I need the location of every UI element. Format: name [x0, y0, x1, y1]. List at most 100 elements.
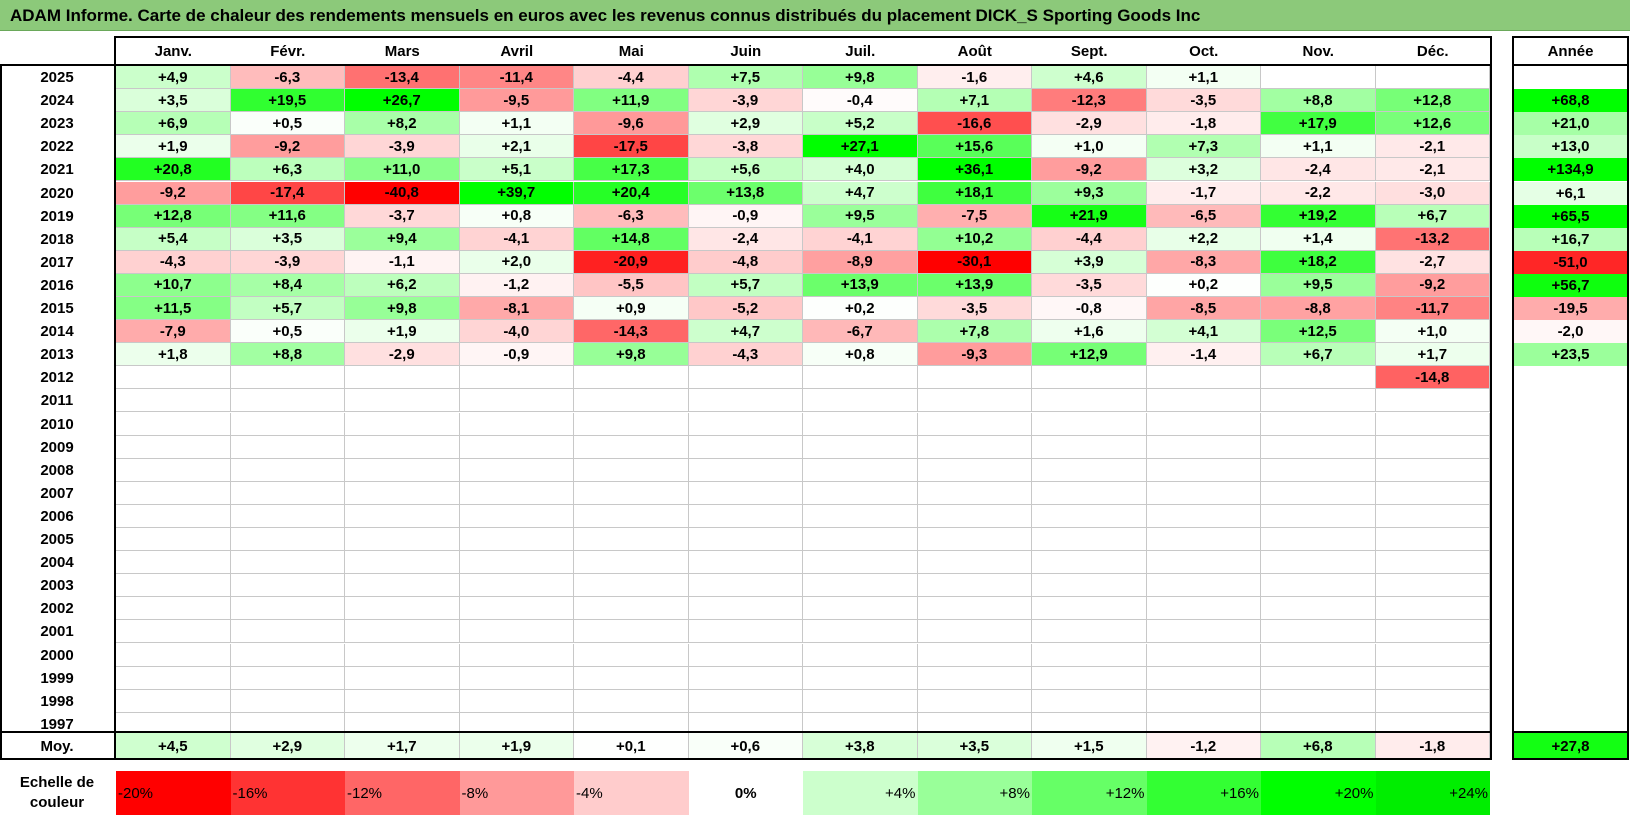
- heatmap-cell: -14,8: [1375, 366, 1490, 390]
- heatmap-cell: [345, 597, 460, 621]
- heatmap-cell: +6,9: [116, 112, 231, 136]
- heatmap-cell: +0,9: [574, 297, 689, 321]
- heatmap-cell: -3,0: [1375, 181, 1490, 205]
- heatmap-cell: [1261, 389, 1376, 413]
- heatmap-cell: [688, 689, 803, 713]
- heatmap-cell: [917, 389, 1032, 413]
- year-label: 2001: [40, 623, 74, 641]
- average-cell: +6,8: [1261, 733, 1376, 760]
- heatmap-cell: [688, 435, 803, 459]
- heatmap-cell: [1375, 574, 1490, 598]
- month-header-12: Déc.: [1375, 36, 1490, 66]
- heatmap-cell: -3,9: [345, 135, 460, 159]
- heatmap-cell: -6,3: [574, 204, 689, 228]
- heatmap-cell: [230, 366, 345, 390]
- heatmap-cell: +2,2: [1146, 227, 1261, 251]
- heatmap-cell: [1261, 458, 1376, 482]
- year-label: 1997: [40, 715, 74, 733]
- heatmap-cell: -2,9: [345, 343, 460, 367]
- heatmap-cell: +13,8: [688, 181, 803, 205]
- heatmap-cell: +4,0: [803, 158, 918, 182]
- heatmap-cell: [230, 689, 345, 713]
- heatmap-cell: [574, 481, 689, 505]
- heatmap-cell: -8,1: [459, 297, 574, 321]
- heatmap-cell: [345, 412, 460, 436]
- heatmap-cell: +13,9: [917, 273, 1032, 297]
- color-scale-step: +8%: [917, 771, 1032, 815]
- heatmap-cell: -1,4: [1146, 343, 1261, 367]
- heatmap-cell: [116, 366, 231, 390]
- heatmap-cell: +6,3: [230, 158, 345, 182]
- heatmap-cell: -20,9: [574, 250, 689, 274]
- color-scale-step: 0%: [688, 771, 803, 815]
- heatmap-cell: [1261, 689, 1376, 713]
- heatmap-cell: [459, 389, 574, 413]
- heatmap-cell: -2,1: [1375, 158, 1490, 182]
- average-cell: -1,8: [1375, 733, 1490, 760]
- heatmap-cell: +12,8: [1375, 89, 1490, 113]
- heatmap-cell: [230, 412, 345, 436]
- heatmap-cell: -30,1: [917, 250, 1032, 274]
- heatmap-cell: +19,5: [230, 89, 345, 113]
- heatmap-cell: +8,8: [230, 343, 345, 367]
- heatmap-cell: [116, 620, 231, 644]
- heatmap-cell: +20,4: [574, 181, 689, 205]
- heatmap-cell: [917, 666, 1032, 690]
- heatmap-cell: [1261, 597, 1376, 621]
- chart-title: ADAM Informe. Carte de chaleur des rende…: [0, 0, 1630, 31]
- heatmap-cell: [230, 458, 345, 482]
- annual-cell: [1514, 551, 1627, 575]
- annual-cell: [1514, 620, 1627, 644]
- heatmap-cell: +7,8: [917, 320, 1032, 344]
- heatmap-cell: [345, 389, 460, 413]
- year-label: 2022: [40, 138, 74, 156]
- heatmap-cell: [917, 551, 1032, 575]
- annual-average-divider: [1512, 731, 1629, 733]
- annual-cell: [1514, 389, 1627, 413]
- heatmap-cell: [917, 458, 1032, 482]
- heatmap-cell: +1,1: [1146, 66, 1261, 90]
- heatmap-cell: +3,9: [1032, 250, 1147, 274]
- annual-cell: -2,0: [1514, 320, 1627, 344]
- heatmap-cell: +6,7: [1261, 343, 1376, 367]
- heatmap-cell: [116, 666, 231, 690]
- heatmap-cell: [116, 551, 231, 575]
- heatmap-cell: [1146, 643, 1261, 667]
- year-label: 2021: [40, 161, 74, 179]
- annual-cell: +65,5: [1514, 204, 1627, 228]
- heatmap-cell: [688, 528, 803, 552]
- heatmap-cell: -6,7: [803, 320, 918, 344]
- annual-cell: [1514, 643, 1627, 667]
- heatmap-cell: +17,9: [1261, 112, 1376, 136]
- heatmap-cell: [917, 620, 1032, 644]
- heatmap-cell: [459, 528, 574, 552]
- heatmap-cell: [1032, 366, 1147, 390]
- heatmap-cell: [1032, 504, 1147, 528]
- heatmap-cell: [116, 435, 231, 459]
- heatmap-cell: -7,9: [116, 320, 231, 344]
- heatmap-cell: [345, 528, 460, 552]
- heatmap-cell: [230, 551, 345, 575]
- average-cell: +1,9: [459, 733, 574, 760]
- average-cell: +3,5: [917, 733, 1032, 760]
- heatmap-cell: [688, 504, 803, 528]
- year-label: 2005: [40, 531, 74, 549]
- heatmap-cell: [917, 597, 1032, 621]
- heatmap-cell: [1032, 389, 1147, 413]
- heatmap-cell: -4,0: [459, 320, 574, 344]
- average-cell: +3,8: [803, 733, 918, 760]
- heatmap-cell: +5,1: [459, 158, 574, 182]
- heatmap-cell: +5,4: [116, 227, 231, 251]
- heatmap-cell: [1375, 66, 1490, 90]
- heatmap-cell: -4,1: [803, 227, 918, 251]
- heatmap-cell: [574, 366, 689, 390]
- year-label: 2008: [40, 461, 74, 479]
- heatmap-cell: +0,2: [1146, 273, 1261, 297]
- heatmap-cell: [345, 551, 460, 575]
- heatmap-cell: [1146, 666, 1261, 690]
- annual-cell: [1514, 366, 1627, 390]
- heatmap-cell: +1,9: [116, 135, 231, 159]
- heatmap-cell: [116, 689, 231, 713]
- heatmap-cell: [459, 666, 574, 690]
